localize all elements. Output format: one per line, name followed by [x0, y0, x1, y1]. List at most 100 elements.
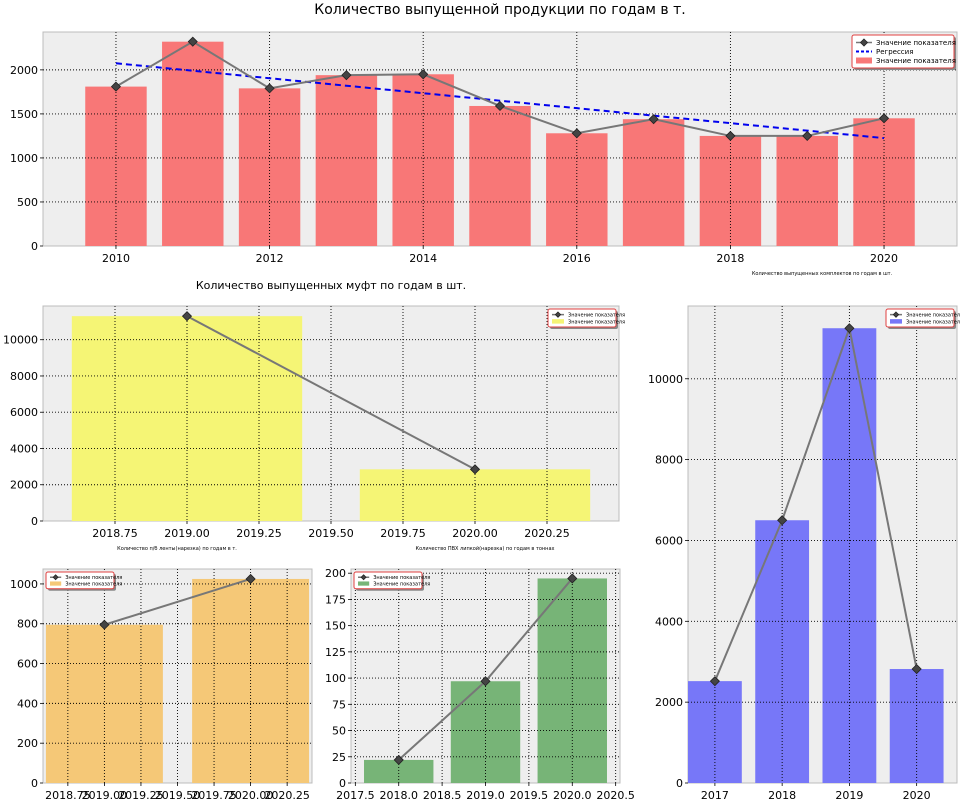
legend-marker: [554, 311, 562, 318]
data-point: [469, 464, 481, 475]
data-point: [802, 130, 813, 141]
chart-title: Количество п/б ленты(нарезка) по годам в…: [117, 546, 237, 552]
y-tick-label: 500: [17, 196, 38, 209]
legend-label: Значение показателя: [906, 313, 960, 319]
legend-label: Регрессия: [876, 48, 913, 56]
x-tick-label: 2019.50: [155, 789, 201, 800]
data-point: [709, 676, 720, 687]
y-tick-label: 8000: [655, 454, 683, 467]
x-tick-label: 2016: [563, 252, 591, 265]
y-tick-label: 6000: [655, 534, 683, 547]
x-tick-label: 2020.25: [524, 527, 570, 540]
data-point: [571, 128, 582, 139]
x-tick-label: 2020.5: [596, 789, 635, 800]
data-point: [393, 754, 404, 765]
x-tick-label: 2018.75: [45, 789, 91, 800]
y-tick-label: 4000: [655, 615, 683, 628]
bar: [71, 316, 303, 521]
data-point: [99, 619, 110, 630]
y-tick-label: 50: [332, 725, 346, 738]
x-tick-label: 2019.25: [118, 789, 164, 800]
y-tick-label: 100: [325, 672, 346, 685]
legend-label: Значение показателя: [568, 313, 625, 319]
y-tick-label: 0: [31, 240, 38, 253]
chart-muft: Количество выпущенных муфт по годам в шт…: [3, 279, 625, 540]
y-tick-label: 0: [339, 777, 346, 790]
x-tick-label: 2019.50: [308, 527, 354, 540]
y-tick-label: 25: [332, 751, 346, 764]
legend-label: Значение показателя: [373, 581, 430, 587]
data-point: [264, 83, 275, 94]
bar: [364, 759, 434, 783]
legend-label: Значение показателя: [373, 575, 430, 581]
x-tick-label: 2020.0: [553, 789, 592, 800]
y-tick-label: 2000: [10, 479, 38, 492]
x-tick-label: 2018.5: [423, 789, 462, 800]
data-point: [777, 515, 788, 526]
x-tick-label: 2019.25: [236, 527, 282, 540]
data-point: [725, 130, 736, 141]
y-tick-label: 6000: [10, 406, 38, 419]
x-tick-label: 2020: [903, 789, 931, 800]
chart-lenta: Количество п/б ленты(нарезка) по годам в…: [10, 546, 313, 800]
legend-marker: [859, 38, 869, 47]
y-tick-label: 400: [17, 697, 38, 710]
data-point: [245, 573, 256, 585]
y-tick-label: 150: [325, 620, 346, 633]
legend-box: [353, 571, 423, 590]
chart-title: Количество выпущенных комплектов по года…: [752, 271, 893, 277]
regression-line: [115, 62, 885, 140]
chart-pvh: Количество ПВХ липкой(нарезка) по годам …: [325, 545, 635, 800]
legend-label: Значение показателя: [65, 581, 122, 587]
y-tick-label: 175: [325, 593, 346, 606]
x-tick-label: 2020.00: [228, 789, 274, 800]
y-tick-label: 200: [325, 567, 346, 580]
legend-bar-swatch: [856, 57, 872, 64]
value-line: [713, 324, 918, 682]
legend-label: Значение показателя: [876, 39, 956, 47]
y-tick-label: 800: [17, 618, 38, 631]
chart-title: Количество выпущенных муфт по годам в шт…: [196, 279, 466, 292]
legend-marker: [892, 311, 900, 318]
y-tick-label: 2000: [655, 696, 683, 709]
chart-main: Количество выпущенной продукции по годам…: [10, 2, 958, 265]
bar: [392, 74, 454, 246]
bar: [162, 41, 224, 247]
x-tick-label: 2020.25: [264, 789, 310, 800]
legend-label: Значение показателя: [876, 57, 956, 65]
bar: [776, 135, 838, 246]
y-tick-label: 0: [31, 777, 38, 790]
y-tick-label: 1000: [10, 578, 38, 591]
legend-box: [885, 308, 955, 328]
chart-title: Количество выпущенной продукции по годам…: [314, 2, 685, 18]
data-point: [844, 323, 855, 334]
value-line: [186, 315, 476, 471]
y-tick-label: 0: [31, 515, 38, 528]
legend-label: Значение показателя: [65, 575, 122, 581]
data-point: [648, 114, 659, 125]
y-tick-label: 1000: [10, 152, 38, 165]
data-point: [181, 311, 193, 322]
y-tick-label: 2000: [10, 64, 38, 77]
y-tick-label: 10000: [648, 373, 683, 386]
data-point: [494, 100, 506, 112]
data-point: [480, 676, 491, 687]
x-tick-label: 2018: [768, 789, 796, 800]
data-point: [911, 663, 922, 675]
x-tick-label: 2019: [835, 789, 863, 800]
x-tick-label: 2012: [256, 252, 284, 265]
x-tick-label: 2017: [701, 789, 729, 800]
y-tick-label: 1500: [10, 108, 38, 121]
chart-komplekt: Количество выпущенных комплектов по года…: [648, 271, 960, 800]
data-point: [187, 36, 198, 47]
data-point: [110, 81, 122, 92]
y-tick-label: 200: [17, 737, 38, 750]
legend-bar-swatch: [552, 319, 564, 324]
y-tick-label: 75: [332, 698, 346, 711]
y-tick-label: 0: [676, 777, 683, 790]
legend-box: [547, 308, 617, 328]
